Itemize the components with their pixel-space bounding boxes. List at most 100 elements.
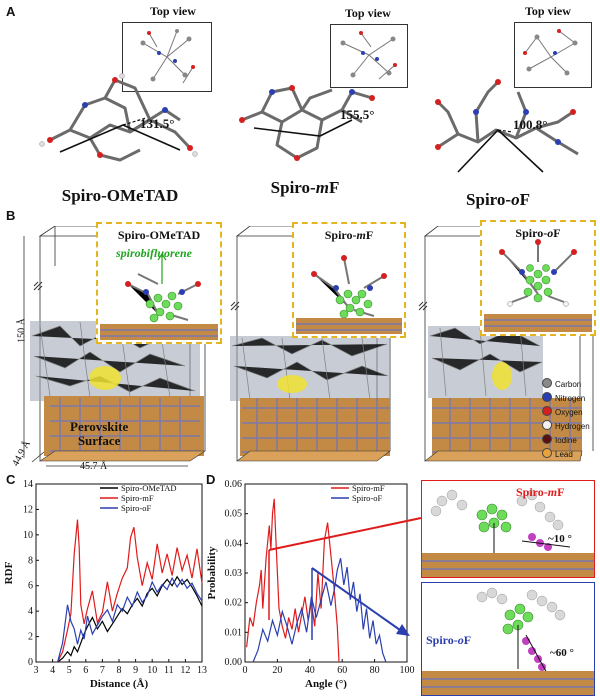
legend-label-lead: Lead bbox=[555, 450, 573, 459]
inset-molecule-3 bbox=[484, 239, 592, 332]
nitrogen-dot-icon bbox=[542, 392, 552, 402]
y-tick-label: 8 bbox=[28, 555, 33, 566]
legend-label: Spiro-mF bbox=[121, 493, 154, 503]
box-dimension-arrows bbox=[23, 236, 188, 467]
inset-d-mf: Spiro-mF ~10 ° bbox=[421, 480, 595, 578]
surface-label: Perovskite Surface bbox=[70, 420, 128, 448]
surface-label-line1: Perovskite bbox=[70, 419, 129, 434]
inset-1: Spiro-OMeTAD spirobifluorene bbox=[96, 222, 222, 344]
surface-label-line2: Surface bbox=[77, 433, 121, 448]
molecule-3d-3 bbox=[435, 79, 579, 173]
y-tick-label: 0.04 bbox=[225, 538, 243, 549]
y-tick-label: 2 bbox=[28, 632, 33, 643]
legend-item-hydrogen: Hydrogen bbox=[542, 420, 590, 431]
inset-d-of-angle: ~60 ° bbox=[550, 647, 574, 659]
angle-label-1: 131.5° bbox=[140, 116, 175, 131]
panel-label-b: B bbox=[6, 208, 16, 223]
x-tick-label: 60 bbox=[337, 665, 347, 676]
lead-dot-icon bbox=[542, 448, 552, 458]
top-view-molecule-2 bbox=[340, 31, 397, 80]
y-tick-label: 6 bbox=[28, 581, 33, 592]
molecule-3d-2 bbox=[239, 85, 375, 161]
simulation-box-2 bbox=[230, 226, 391, 462]
simulation-box-3 bbox=[418, 226, 594, 462]
y-tick-label: 0.00 bbox=[225, 657, 243, 668]
y-tick-label: 0.03 bbox=[225, 568, 243, 579]
x-tick-label: 9 bbox=[133, 665, 138, 676]
inset-2: Spiro-mF bbox=[292, 222, 406, 338]
inset-molecule-1 bbox=[100, 252, 218, 340]
legend-label: Spiro-oF bbox=[352, 493, 383, 503]
x-tick-label: 80 bbox=[370, 665, 380, 676]
top-view-box-3 bbox=[514, 22, 592, 88]
panel-label-a: A bbox=[6, 4, 16, 19]
legend-item-oxygen: Oxygen bbox=[542, 406, 583, 417]
molecule-name-1: Spiro-OMeTAD bbox=[61, 186, 179, 205]
inset-molecule-2 bbox=[296, 255, 402, 334]
panel-label-c: C bbox=[6, 472, 16, 487]
series-line-spiro-of bbox=[57, 576, 203, 663]
y-tick-label: 4 bbox=[28, 606, 33, 617]
iodine-dot-icon bbox=[542, 434, 552, 444]
legend-item-lead: Lead bbox=[542, 448, 573, 459]
series-line-spiro-ometad bbox=[57, 575, 203, 663]
y-tick-label: 0.05 bbox=[225, 509, 243, 520]
y-tick-label: 10 bbox=[23, 530, 33, 541]
legend-label: Spiro-mF bbox=[352, 483, 385, 493]
angle-label-2: 155.5° bbox=[340, 107, 375, 122]
molecule-name-2: Spiro-mF bbox=[270, 178, 340, 197]
legend-label-iodine: Iodine bbox=[555, 436, 577, 445]
legend-label-oxygen: Oxygen bbox=[555, 408, 583, 417]
x-axis-label: Distance (Å) bbox=[90, 678, 149, 690]
hydrogen-dot-icon bbox=[542, 420, 552, 430]
inset-d-mf-label: Spiro-mF bbox=[516, 485, 565, 499]
x-tick-label: 6 bbox=[83, 665, 88, 676]
top-view-box-1 bbox=[122, 22, 212, 92]
x-tick-label: 8 bbox=[117, 665, 122, 676]
x-tick-label: 11 bbox=[164, 665, 174, 676]
inset-title-3: Spiro-oF bbox=[515, 226, 561, 240]
x-tick-label: 12 bbox=[180, 665, 190, 676]
box-width-label: 45.7 Å bbox=[80, 461, 108, 472]
series-line-spiro-of bbox=[252, 558, 387, 663]
legend-item-nitrogen: Nitrogen bbox=[542, 392, 585, 403]
oxygen-dot-icon bbox=[542, 406, 552, 416]
y-tick-label: 0.02 bbox=[225, 598, 243, 609]
inset-d-of-label: Spiro-oF bbox=[426, 633, 472, 647]
x-tick-label: 7 bbox=[100, 665, 105, 676]
y-tick-label: 0 bbox=[28, 657, 33, 668]
inset-3: Spiro-oF bbox=[480, 220, 596, 336]
top-view-label-1: Top view bbox=[150, 4, 196, 18]
inset-title-1: Spiro-OMeTAD bbox=[117, 228, 201, 242]
x-tick-label: 5 bbox=[67, 665, 72, 676]
legend-label-hydrogen: Hydrogen bbox=[555, 422, 590, 431]
x-tick-label: 0 bbox=[243, 665, 248, 676]
inset-d-of: Spiro-oF ~60 ° bbox=[421, 582, 595, 696]
molecule-3d-1 bbox=[39, 73, 198, 162]
y-axis-label: RDF bbox=[3, 561, 15, 584]
inset-d-of-image bbox=[422, 587, 594, 695]
panel-label-d: D bbox=[206, 472, 216, 487]
x-tick-label: 13 bbox=[197, 665, 207, 676]
x-tick-label: 40 bbox=[305, 665, 315, 676]
y-tick-label: 0.06 bbox=[225, 479, 243, 490]
x-tick-label: 3 bbox=[34, 665, 39, 676]
x-tick-label: 4 bbox=[50, 665, 55, 676]
legend-item-iodine: Iodine bbox=[542, 434, 577, 445]
legend-label-nitrogen: Nitrogen bbox=[555, 394, 586, 403]
legend-label-carbon: Carbon bbox=[555, 380, 582, 389]
legend-item-carbon: Carbon bbox=[542, 378, 581, 389]
y-tick-label: 0.01 bbox=[225, 627, 243, 638]
top-view-label-3: Top view bbox=[525, 4, 571, 18]
inset-d-mf-image bbox=[422, 489, 594, 577]
legend-label: Spiro-oF bbox=[121, 503, 152, 513]
top-view-molecule-3 bbox=[523, 29, 578, 76]
x-tick-label: 20 bbox=[272, 665, 282, 676]
inset-d-mf-angle: ~10 ° bbox=[548, 533, 572, 545]
top-view-label-2: Top view bbox=[345, 6, 391, 20]
y-axis-label: Probability bbox=[206, 546, 218, 599]
spirobifluorene-label: spirobifluorene bbox=[116, 246, 193, 260]
carbon-dot-icon bbox=[542, 378, 552, 388]
